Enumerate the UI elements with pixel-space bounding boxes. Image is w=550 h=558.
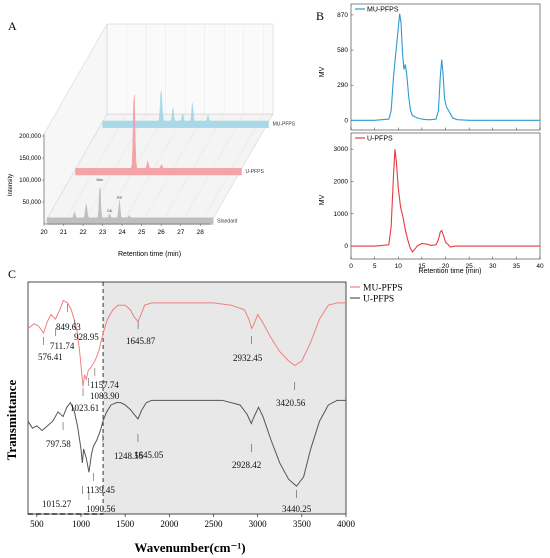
panel-a-ticks: 20 21 22 23 24 25 26 27 28 50,000 100,000 150,000 20… <box>19 134 210 236</box>
panel-c-ftir: 500 1000 1500 2000 2500 3000 3500 4000 576.41711… <box>4 281 403 555</box>
panel-c-peak-label: 1645.87 <box>126 336 156 346</box>
panel-a-ylabel: Intensity <box>8 174 14 196</box>
panel-c-peak-label: 711.74 <box>50 341 75 351</box>
panel-b-x-tick-label: 15 <box>418 263 426 270</box>
panel-c-series-mu-pfps <box>27 299 346 387</box>
panel-b-y-tick-label: 290 <box>337 82 348 89</box>
panel-b-x-tick-label: 20 <box>442 263 450 270</box>
panel-a-series-mu-pfps <box>102 91 269 128</box>
panel-a-y-tick-label: 100,000 <box>19 178 41 184</box>
panel-c-peak-label: 1015.27 <box>42 499 72 509</box>
panel-a-x-tick-label: 26 <box>158 229 166 236</box>
panel-c-x-tick-label: 1000 <box>72 519 91 529</box>
panel-b-y-tick-label: 3000 <box>334 146 349 153</box>
panel-a-x-tick-label: 27 <box>177 229 185 236</box>
panel-c-peak-label: 797.58 <box>46 439 71 449</box>
panel-c-peak-label: 1248.55 <box>114 451 144 461</box>
panel-a-y-tick-label: 150,000 <box>19 156 41 162</box>
panel-b-x-tick-label: 25 <box>466 263 474 270</box>
panel-b-x-tick-label: 30 <box>489 263 497 270</box>
panel-c-shaded-region <box>103 282 346 514</box>
panel-b-plot-frame <box>350 132 541 260</box>
panel-b-xlabel: Retention time (min) <box>418 268 481 275</box>
panel-c-peak-label: 3420.56 <box>276 398 306 408</box>
panel-b-legend-label: U-PFPS <box>367 136 393 143</box>
panel-c-peak-label: 3440.25 <box>282 504 312 514</box>
panel-a-xlabel: Retention time (min) <box>118 251 181 258</box>
panel-b-y-tick-label: 1000 <box>334 211 349 218</box>
panel-a-peak-label: Gal <box>117 195 123 199</box>
panel-b-x-tick-label: 10 <box>395 263 403 270</box>
panel-c-x-tick-label: 3000 <box>249 519 268 529</box>
panel-c-peak-label: 2928.42 <box>232 460 261 470</box>
panel-b-y-tick-label: 2000 <box>334 178 349 185</box>
panel-a-y-tick-label: 50,000 <box>23 200 42 206</box>
panel-b-gpc: 0 290 580 870 MU-PFPS 0 1000 2000 3000 0 5 10 15 20 2… <box>319 3 544 275</box>
panel-b-series-line <box>351 149 540 253</box>
panel-b-plot-frame <box>350 3 541 131</box>
panel-a-series-label: U-PFPS <box>246 169 265 175</box>
panel-letter-c: C <box>8 267 16 281</box>
panel-b-series-line <box>351 13 540 121</box>
panel-b-x-tick-label: 5 <box>373 263 377 270</box>
panel-a-y-tick-label: 200,000 <box>19 134 41 140</box>
panel-c-peak-label: 1090.56 <box>86 504 116 514</box>
panel-c-x-tick-label: 2000 <box>160 519 179 529</box>
panel-a-peak-label: Man <box>96 178 103 182</box>
panel-a-x-tick-label: 24 <box>119 229 127 236</box>
panel-b-legend-label: MU-PFPS <box>367 7 399 14</box>
panel-b-bottom-ylabel: MV <box>319 194 326 205</box>
panel-b-y-tick-label: 580 <box>337 47 348 54</box>
panel-a-x-tick-label: 22 <box>79 229 87 236</box>
panel-c-peak-label: 1083.90 <box>90 391 120 401</box>
panel-c-peak-label: 1157.74 <box>90 380 119 390</box>
panel-b-top-ylabel: MV <box>319 66 326 77</box>
panel-a-x-tick-label: 23 <box>99 229 107 236</box>
panel-c-peak-label: 1139.45 <box>86 485 115 495</box>
panel-b-y-tick-label: 870 <box>337 12 348 19</box>
panel-c-peak-label: 576.41 <box>38 352 63 362</box>
panel-a-series-u-pfps <box>75 94 242 176</box>
panel-b-y-tick-label: 0 <box>344 243 348 250</box>
panel-c-x-tick-label: 3500 <box>293 519 312 529</box>
panel-b-top-chart: 0 290 580 870 MU-PFPS <box>337 3 541 131</box>
panel-a-peak-label: Glc <box>107 209 113 213</box>
panel-c-peak-label: 928.95 <box>74 332 99 342</box>
panel-b-y-tick-label: 0 <box>344 117 348 124</box>
panel-a-series-standard <box>46 187 214 225</box>
panel-c-x-tick-label: 1500 <box>116 519 135 529</box>
panel-a-series-label: MU-PFPS <box>273 122 296 128</box>
panel-c-x-tick-label: 4000 <box>337 519 356 529</box>
panel-a-x-tick-label: 20 <box>40 229 48 236</box>
panel-c-peak-label: 2932.45 <box>233 353 263 363</box>
panel-c-peak-label: 1645.05 <box>134 450 164 460</box>
panel-c-plot: 500 1000 1500 2000 2500 3000 3500 4000 576.41711… <box>27 281 403 529</box>
panel-a-backwall <box>106 23 274 115</box>
panel-c-xlabel: Wavenumber(cm⁻¹) <box>134 540 245 555</box>
panel-a-series: MU-PFPS U-PFPS Standard Man Glc Gal <box>46 91 296 225</box>
panel-letter-a: A <box>8 19 17 33</box>
panel-c-legend-label: U-PFPS <box>363 295 394 305</box>
panel-a-x-tick-label: 28 <box>197 229 205 236</box>
panel-c-x-tick-label: 2500 <box>205 519 224 529</box>
panel-b-bottom-chart: 0 1000 2000 3000 0 5 10 15 20 25 30 35 40 U-PFPS <box>334 132 544 270</box>
panel-c-frame <box>27 281 347 515</box>
panel-b-x-tick-label: 40 <box>536 263 544 270</box>
panel-c-peak-label: 849.63 <box>56 322 81 332</box>
panel-c-legend-label: MU-PFPS <box>363 284 403 294</box>
panel-c-peak-label: 1023.61 <box>70 403 99 413</box>
panel-c-ylabel: Transmittance <box>4 379 19 460</box>
panel-c-series-u-pfps <box>27 399 346 487</box>
panel-a-series-label: Standard <box>217 219 238 225</box>
panel-letter-b: B <box>316 9 324 23</box>
panel-a-x-tick-label: 25 <box>138 229 146 236</box>
panel-a-x-tick-label: 21 <box>60 229 68 236</box>
panel-b-x-tick-label: 35 <box>513 263 521 270</box>
panel-b-x-tick-label: 0 <box>349 263 353 270</box>
panel-c-x-tick-label: 500 <box>30 519 44 529</box>
